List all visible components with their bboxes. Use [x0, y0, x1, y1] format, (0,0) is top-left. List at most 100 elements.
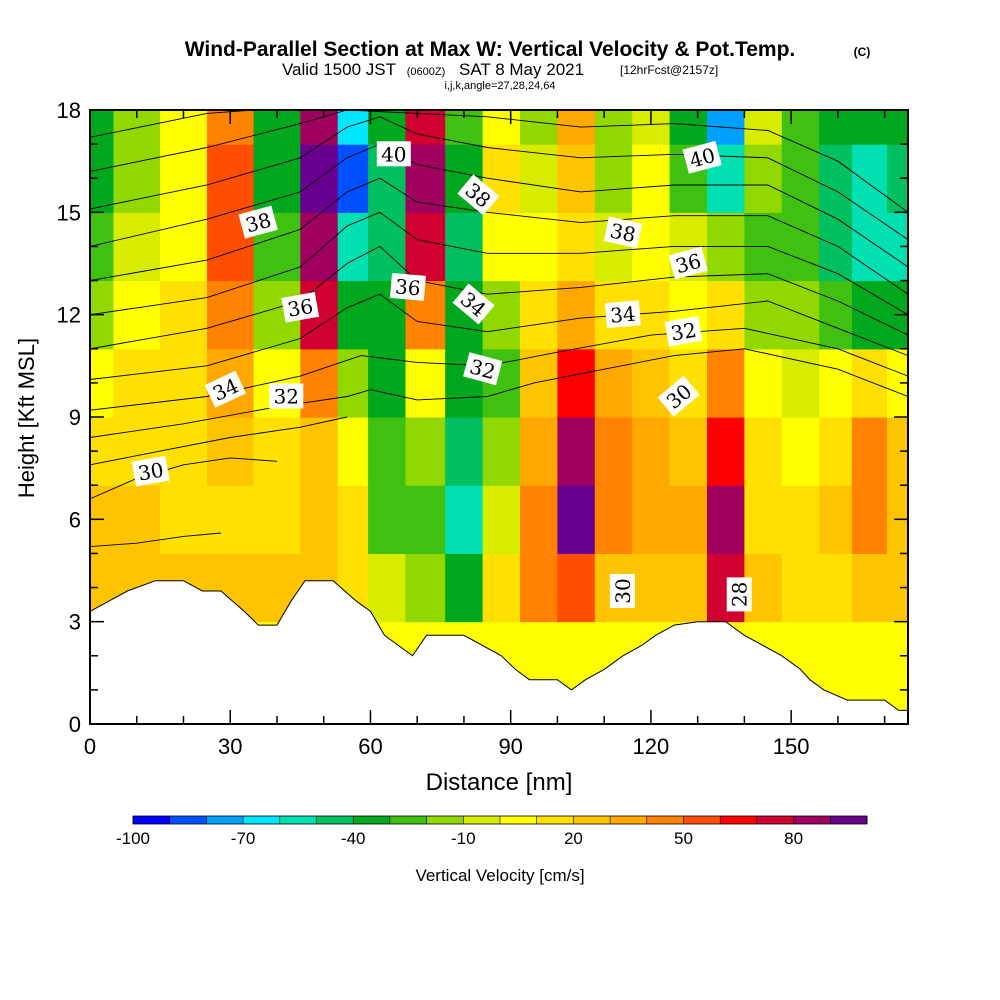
velocity-cell — [669, 110, 708, 145]
contour-label: 30 — [131, 455, 170, 487]
velocity-cell — [632, 553, 671, 623]
velocity-cell — [632, 417, 671, 486]
velocity-cell — [781, 144, 820, 213]
contour-label-box — [389, 272, 426, 301]
colorbar-swatch — [610, 816, 648, 824]
velocity-cell — [160, 485, 208, 554]
velocity-cell — [557, 553, 596, 623]
velocity-cell — [557, 417, 596, 486]
velocity-cell — [557, 280, 596, 350]
colorbar-swatch — [756, 816, 795, 824]
contour-label-text: 36 — [394, 274, 421, 300]
velocity-cell — [253, 417, 301, 486]
x-axis: 0 30 60 90 120 150 — [84, 110, 886, 759]
velocity-cell — [851, 348, 888, 418]
velocity-cell — [337, 280, 369, 350]
velocity-cell — [744, 485, 783, 554]
velocity-cell — [337, 144, 369, 213]
velocity-cell — [368, 110, 407, 145]
velocity-cell — [851, 485, 888, 554]
colorbar: -100 -70 -40 -10 20 50 80 — [116, 815, 868, 848]
velocity-cell — [594, 485, 633, 554]
contour-label: 34 — [604, 300, 641, 329]
velocity-cell — [482, 485, 521, 554]
colorbar-swatch — [169, 816, 207, 824]
contour-label-box — [269, 383, 304, 409]
velocity-cell — [206, 417, 255, 486]
velocity-cell — [744, 417, 783, 486]
velocity-cell — [744, 144, 783, 213]
chart-info: i,j,k,angle=27,28,24,64 — [444, 80, 555, 92]
velocity-cell — [337, 485, 369, 554]
colorbar-tick-label: 20 — [564, 829, 583, 848]
x-tick-label: 120 — [633, 734, 670, 759]
y-tick-label: 18 — [57, 98, 81, 123]
colorbar-label: Vertical Velocity [cm/s] — [415, 866, 584, 885]
velocity-cell — [851, 553, 888, 623]
velocity-cell — [482, 212, 521, 282]
colorbar-swatch — [683, 816, 721, 824]
velocity-cell — [887, 212, 908, 282]
velocity-cell — [887, 110, 908, 145]
theta-contour-30 — [90, 457, 278, 500]
colorbar-tick-label: -40 — [341, 829, 366, 848]
velocity-cell — [851, 280, 888, 350]
velocity-cell — [337, 212, 369, 282]
colorbar-swatch — [830, 816, 868, 824]
velocity-cell — [819, 485, 853, 554]
velocity-cell — [887, 348, 908, 418]
velocity-cell — [113, 144, 161, 213]
x-tick-label: 0 — [84, 734, 96, 759]
velocity-cell — [851, 144, 888, 213]
colorbar-tick-label: 80 — [784, 829, 803, 848]
velocity-cell — [405, 144, 446, 213]
theta-contour-36 — [90, 211, 908, 316]
contour-label: 36 — [281, 292, 320, 323]
subtitle-date: SAT 8 May 2021 — [459, 60, 584, 79]
velocity-cell — [887, 621, 908, 724]
velocity-cell — [557, 144, 596, 213]
subtitle-utc: (0600Z) — [407, 66, 446, 78]
plot-area — [90, 110, 908, 724]
velocity-cell — [819, 110, 853, 145]
velocity-cell — [253, 485, 301, 554]
velocity-cell — [669, 553, 708, 623]
theta-contour-31 — [90, 416, 348, 466]
velocity-cell — [368, 417, 407, 486]
velocity-cell — [520, 553, 558, 623]
colorbar-tick-label: 50 — [674, 829, 693, 848]
velocity-cell — [851, 110, 888, 145]
contour-label: 28 — [726, 577, 752, 612]
contour-label-box — [604, 300, 641, 329]
colorbar-swatch — [243, 816, 281, 824]
contour-label-box — [668, 246, 708, 280]
velocity-cell — [482, 280, 521, 350]
vertical-velocity-field — [90, 110, 908, 724]
velocity-cell — [744, 280, 783, 350]
colorbar-tick-label: -100 — [116, 829, 150, 848]
contour-label: 40 — [376, 141, 411, 167]
chart-title: Wind-Parallel Section at Max W: Vertical… — [185, 38, 796, 61]
velocity-cell — [160, 280, 208, 350]
velocity-cell — [744, 348, 783, 418]
colorbar-swatch — [793, 816, 831, 824]
velocity-cell — [520, 417, 558, 486]
contour-label-text: 34 — [609, 302, 636, 328]
contour-label-box — [281, 292, 320, 323]
velocity-cell — [300, 348, 339, 418]
theta-contour-37 — [90, 177, 908, 295]
velocity-cell — [520, 485, 558, 554]
contour-label-text: 30 — [136, 458, 165, 486]
velocity-cell — [445, 485, 484, 554]
velocity-cell — [206, 280, 255, 350]
theta-contour-34 — [90, 293, 908, 380]
velocity-cell — [632, 485, 671, 554]
velocity-cell — [405, 553, 446, 623]
velocity-cell — [337, 110, 369, 145]
contour-label-box — [682, 140, 722, 174]
velocity-cell — [557, 212, 596, 282]
colorbar-swatch — [426, 816, 464, 824]
velocity-cell — [819, 280, 853, 350]
